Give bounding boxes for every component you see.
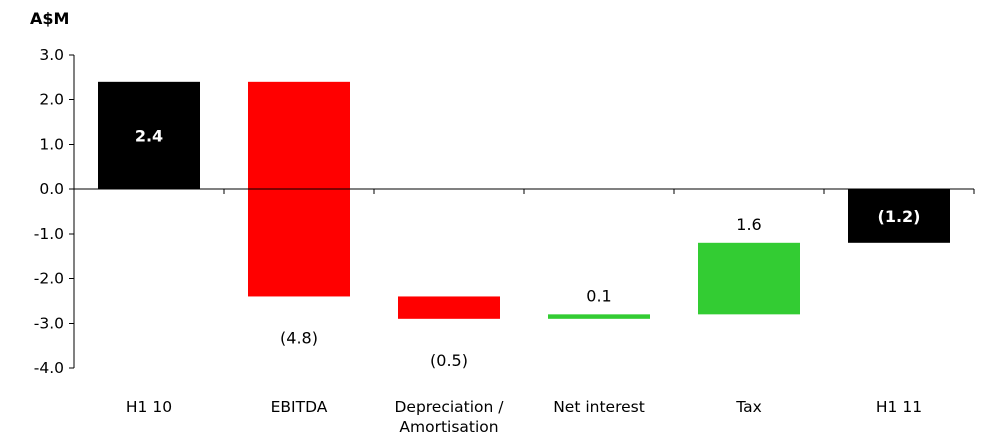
y-tick-label: 2.0 [39, 91, 64, 109]
y-tick-label: -2.0 [34, 270, 64, 288]
data-label-5: 1.6 [736, 215, 761, 234]
data-label-6: (1.2) [878, 207, 921, 226]
category-label: H1 11 [876, 398, 922, 416]
category-label: Tax [735, 398, 762, 416]
data-label-1: 2.4 [135, 126, 163, 145]
y-tick-label: 0.0 [39, 180, 64, 198]
category-label: H1 10 [126, 398, 172, 416]
unit-label: A$M [30, 9, 69, 28]
category-label: EBITDA [271, 398, 328, 416]
y-tick-label: 3.0 [39, 46, 64, 64]
y-axis: 3.0 2.0 1.0 0.0 -1.0 -2.0 -3.0 -4.0 [34, 46, 74, 377]
y-tick-label: -4.0 [34, 359, 64, 377]
bar-5 [698, 243, 800, 315]
data-label-3: (0.5) [430, 351, 468, 370]
data-label-2: (4.8) [280, 328, 318, 347]
category-label: Net interest [553, 398, 645, 416]
data-label-4: 0.1 [586, 286, 611, 305]
category-labels: H1 10 EBITDA Depreciation / Amortisation Net… [126, 398, 922, 436]
y-tick-label: -3.0 [34, 314, 64, 332]
bar-4 [548, 314, 650, 318]
y-tick-label: 1.0 [39, 135, 64, 153]
bar-3 [398, 296, 500, 318]
category-label: Depreciation / [394, 398, 504, 416]
x-axis [74, 189, 974, 194]
y-tick-label: -1.0 [34, 225, 64, 243]
category-label: Amortisation [399, 418, 498, 436]
bars [98, 82, 950, 319]
